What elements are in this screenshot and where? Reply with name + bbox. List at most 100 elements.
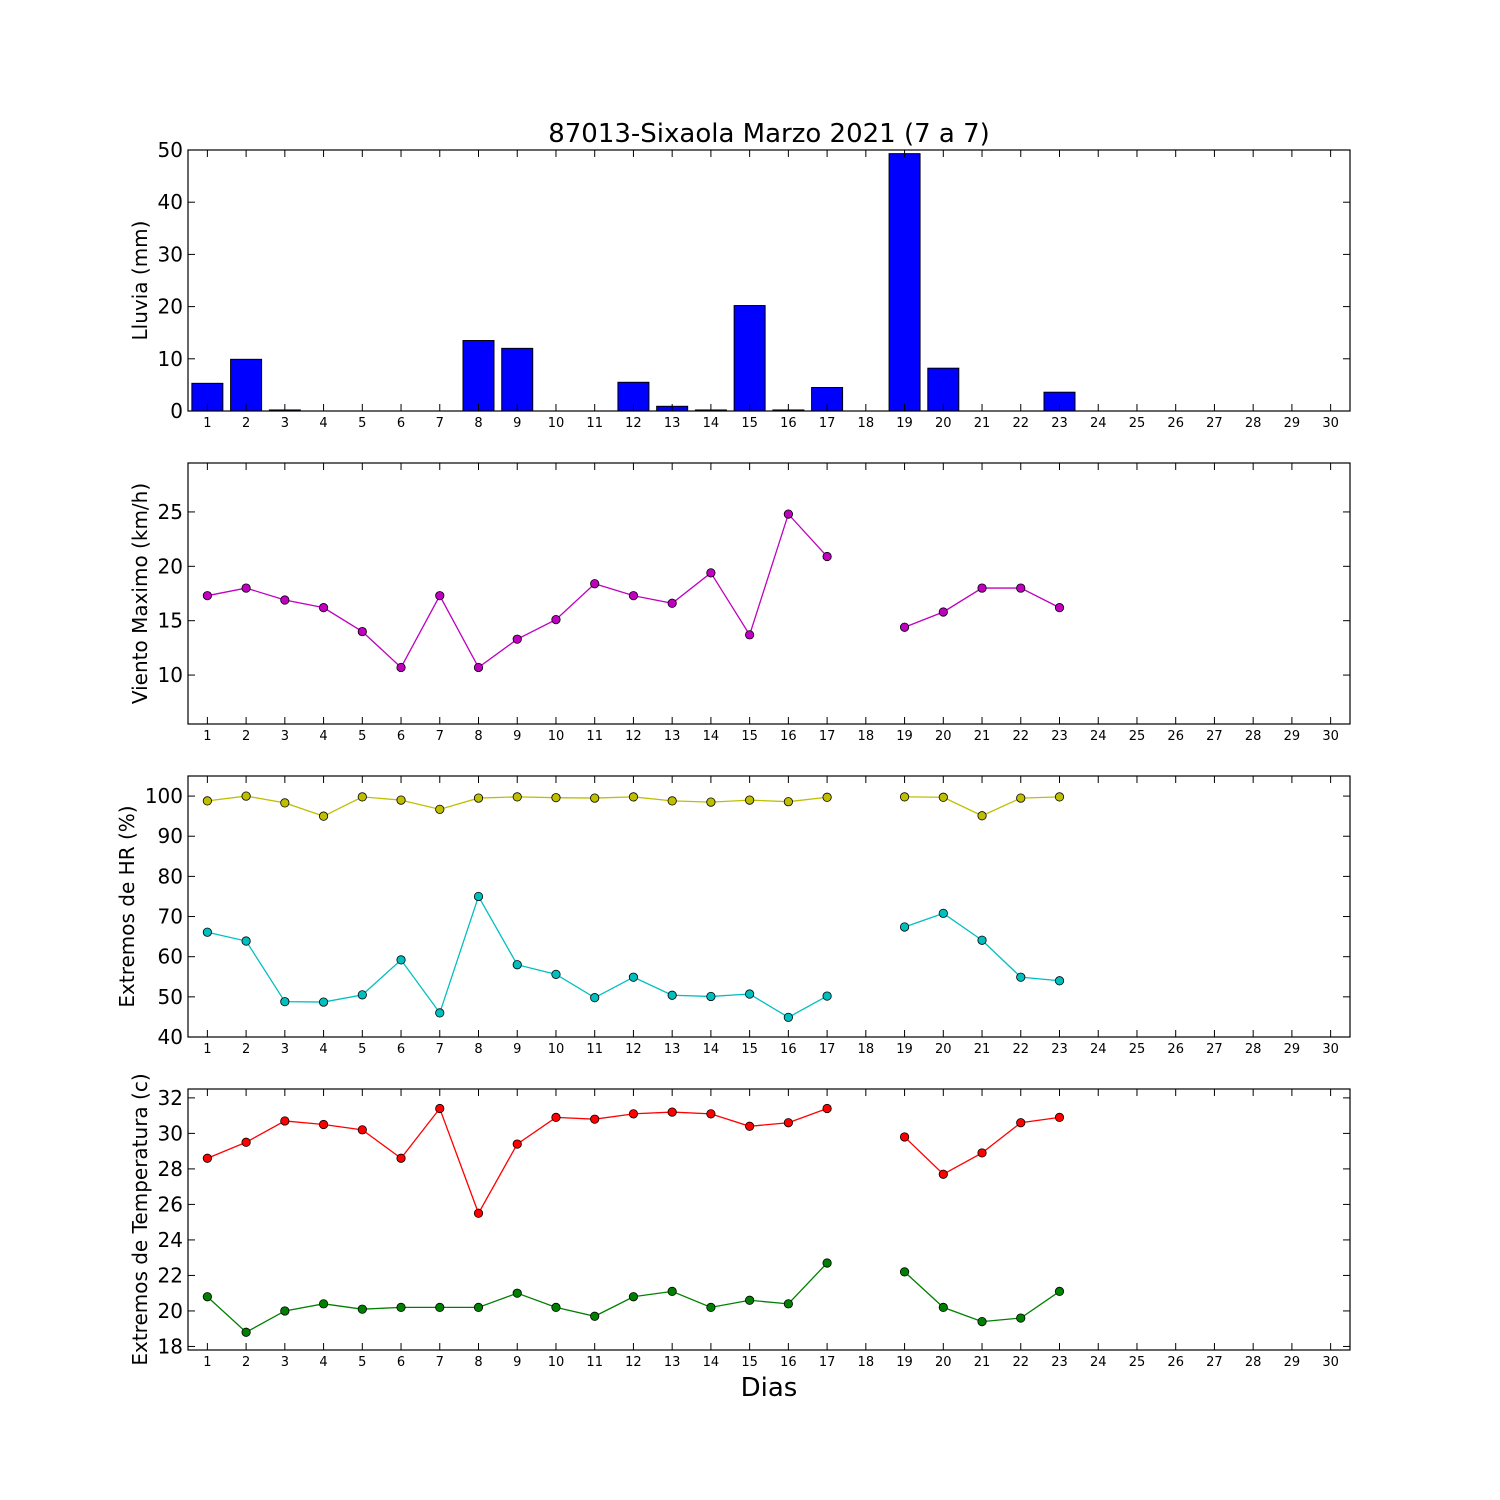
data-point [938, 1302, 948, 1312]
x-tick-label: 26 [1167, 416, 1184, 431]
x-tick-label: 27 [1206, 1042, 1223, 1057]
x-tick-label: 22 [1012, 416, 1029, 431]
data-point [551, 793, 561, 803]
x-tick-label: 5 [358, 729, 366, 744]
x-tick-label: 26 [1167, 1355, 1184, 1370]
data-point [822, 551, 832, 562]
x-tick-label: 10 [548, 1355, 565, 1370]
data-point [1016, 793, 1026, 803]
data-point [241, 791, 251, 801]
x-tick-label: 5 [358, 1355, 366, 1370]
x-tick-label: 21 [974, 1042, 991, 1057]
data-point [628, 792, 639, 802]
data-point [667, 1107, 677, 1117]
x-tick-label: 1 [203, 1355, 211, 1370]
data-point [318, 997, 329, 1007]
y-tick-label: 20 [158, 554, 183, 578]
x-tick-label: 9 [513, 416, 521, 431]
x-tick-label: 24 [1090, 1042, 1107, 1057]
y-tick-label: 15 [158, 609, 183, 633]
x-tick-label: 30 [1322, 416, 1339, 431]
data-point [745, 1121, 755, 1131]
x-tick-label: 10 [548, 729, 565, 744]
y-axis-label: Lluvia (mm) [128, 221, 152, 341]
x-tick-label: 18 [858, 729, 875, 744]
data-point [473, 891, 484, 902]
x-tick-label: 4 [319, 1042, 327, 1057]
data-point [977, 811, 987, 821]
data-point [938, 908, 948, 918]
data-point [241, 1327, 251, 1337]
x-tick-label: 9 [513, 729, 521, 744]
data-point [396, 955, 406, 965]
data-point [822, 1258, 832, 1268]
x-tick-label: 20 [935, 1355, 952, 1370]
data-point [628, 1109, 639, 1119]
data-point [202, 591, 212, 601]
x-tick-label: 27 [1206, 729, 1223, 744]
data-point [241, 936, 251, 946]
x-tick-label: 2 [242, 1042, 250, 1057]
data-point [590, 793, 600, 803]
x-tick-label: 14 [703, 416, 720, 431]
data-point [357, 990, 367, 1000]
data-point [435, 1302, 445, 1312]
x-tick-label: 4 [319, 1355, 327, 1370]
x-tick-label: 29 [1284, 416, 1301, 431]
data-point [822, 1103, 832, 1114]
y-tick-label: 50 [158, 985, 183, 1009]
y-tick-label: 10 [158, 663, 183, 687]
series-line [904, 912, 1060, 982]
x-tick-label: 24 [1090, 729, 1107, 744]
x-tick-label: 28 [1245, 729, 1262, 744]
y-tick-label: 20 [158, 295, 183, 319]
x-tick-label: 23 [1051, 1355, 1068, 1370]
x-tick-label: 13 [664, 416, 681, 431]
x-tick-label: 4 [319, 416, 327, 431]
x-tick-label: 17 [819, 416, 836, 431]
data-point [899, 1267, 910, 1277]
x-tick-label: 26 [1167, 729, 1184, 744]
x-tick-label: 15 [741, 1042, 758, 1057]
x-tick-label: 23 [1051, 416, 1068, 431]
x-tick-label: 18 [858, 1355, 875, 1370]
y-tick-label: 0 [170, 399, 183, 423]
x-tick-label: 4 [319, 729, 327, 744]
data-point [280, 1306, 290, 1316]
x-tick-label: 8 [474, 1042, 482, 1057]
series-line [207, 894, 828, 1019]
data-point [551, 614, 561, 625]
data-point [667, 990, 677, 1000]
data-point [318, 1299, 329, 1309]
data-point [396, 1302, 406, 1312]
x-tick-label: 14 [703, 1042, 720, 1057]
data-point [435, 1103, 445, 1114]
x-tick-label: 12 [625, 1042, 642, 1057]
y-tick-label: 20 [158, 1299, 183, 1323]
x-tick-label: 3 [281, 1355, 289, 1370]
plot-frame [187, 462, 1351, 725]
data-point [667, 598, 677, 608]
x-tick-label: 17 [819, 1042, 836, 1057]
data-point [357, 626, 367, 637]
x-tick-label: 8 [474, 729, 482, 744]
x-axis-label: Dias [741, 1373, 798, 1403]
plot-frame [187, 1088, 1351, 1351]
x-tick-label: 13 [664, 1355, 681, 1370]
x-tick-label: 30 [1322, 1355, 1339, 1370]
y-axis-label: Viento Maximo (km/h) [128, 483, 152, 704]
y-tick-label: 22 [158, 1263, 183, 1287]
x-tick-label: 12 [625, 1355, 642, 1370]
x-tick-label: 1 [203, 416, 211, 431]
x-tick-label: 22 [1012, 1355, 1029, 1370]
x-tick-label: 10 [548, 1042, 565, 1057]
data-point [822, 792, 832, 802]
x-tick-label: 6 [397, 1355, 405, 1370]
x-tick-label: 7 [436, 729, 444, 744]
y-tick-label: 60 [158, 945, 183, 969]
x-tick-label: 19 [896, 416, 913, 431]
x-tick-label: 16 [780, 1042, 797, 1057]
data-point [473, 1302, 484, 1312]
data-point [628, 591, 639, 601]
data-point [357, 1304, 367, 1314]
